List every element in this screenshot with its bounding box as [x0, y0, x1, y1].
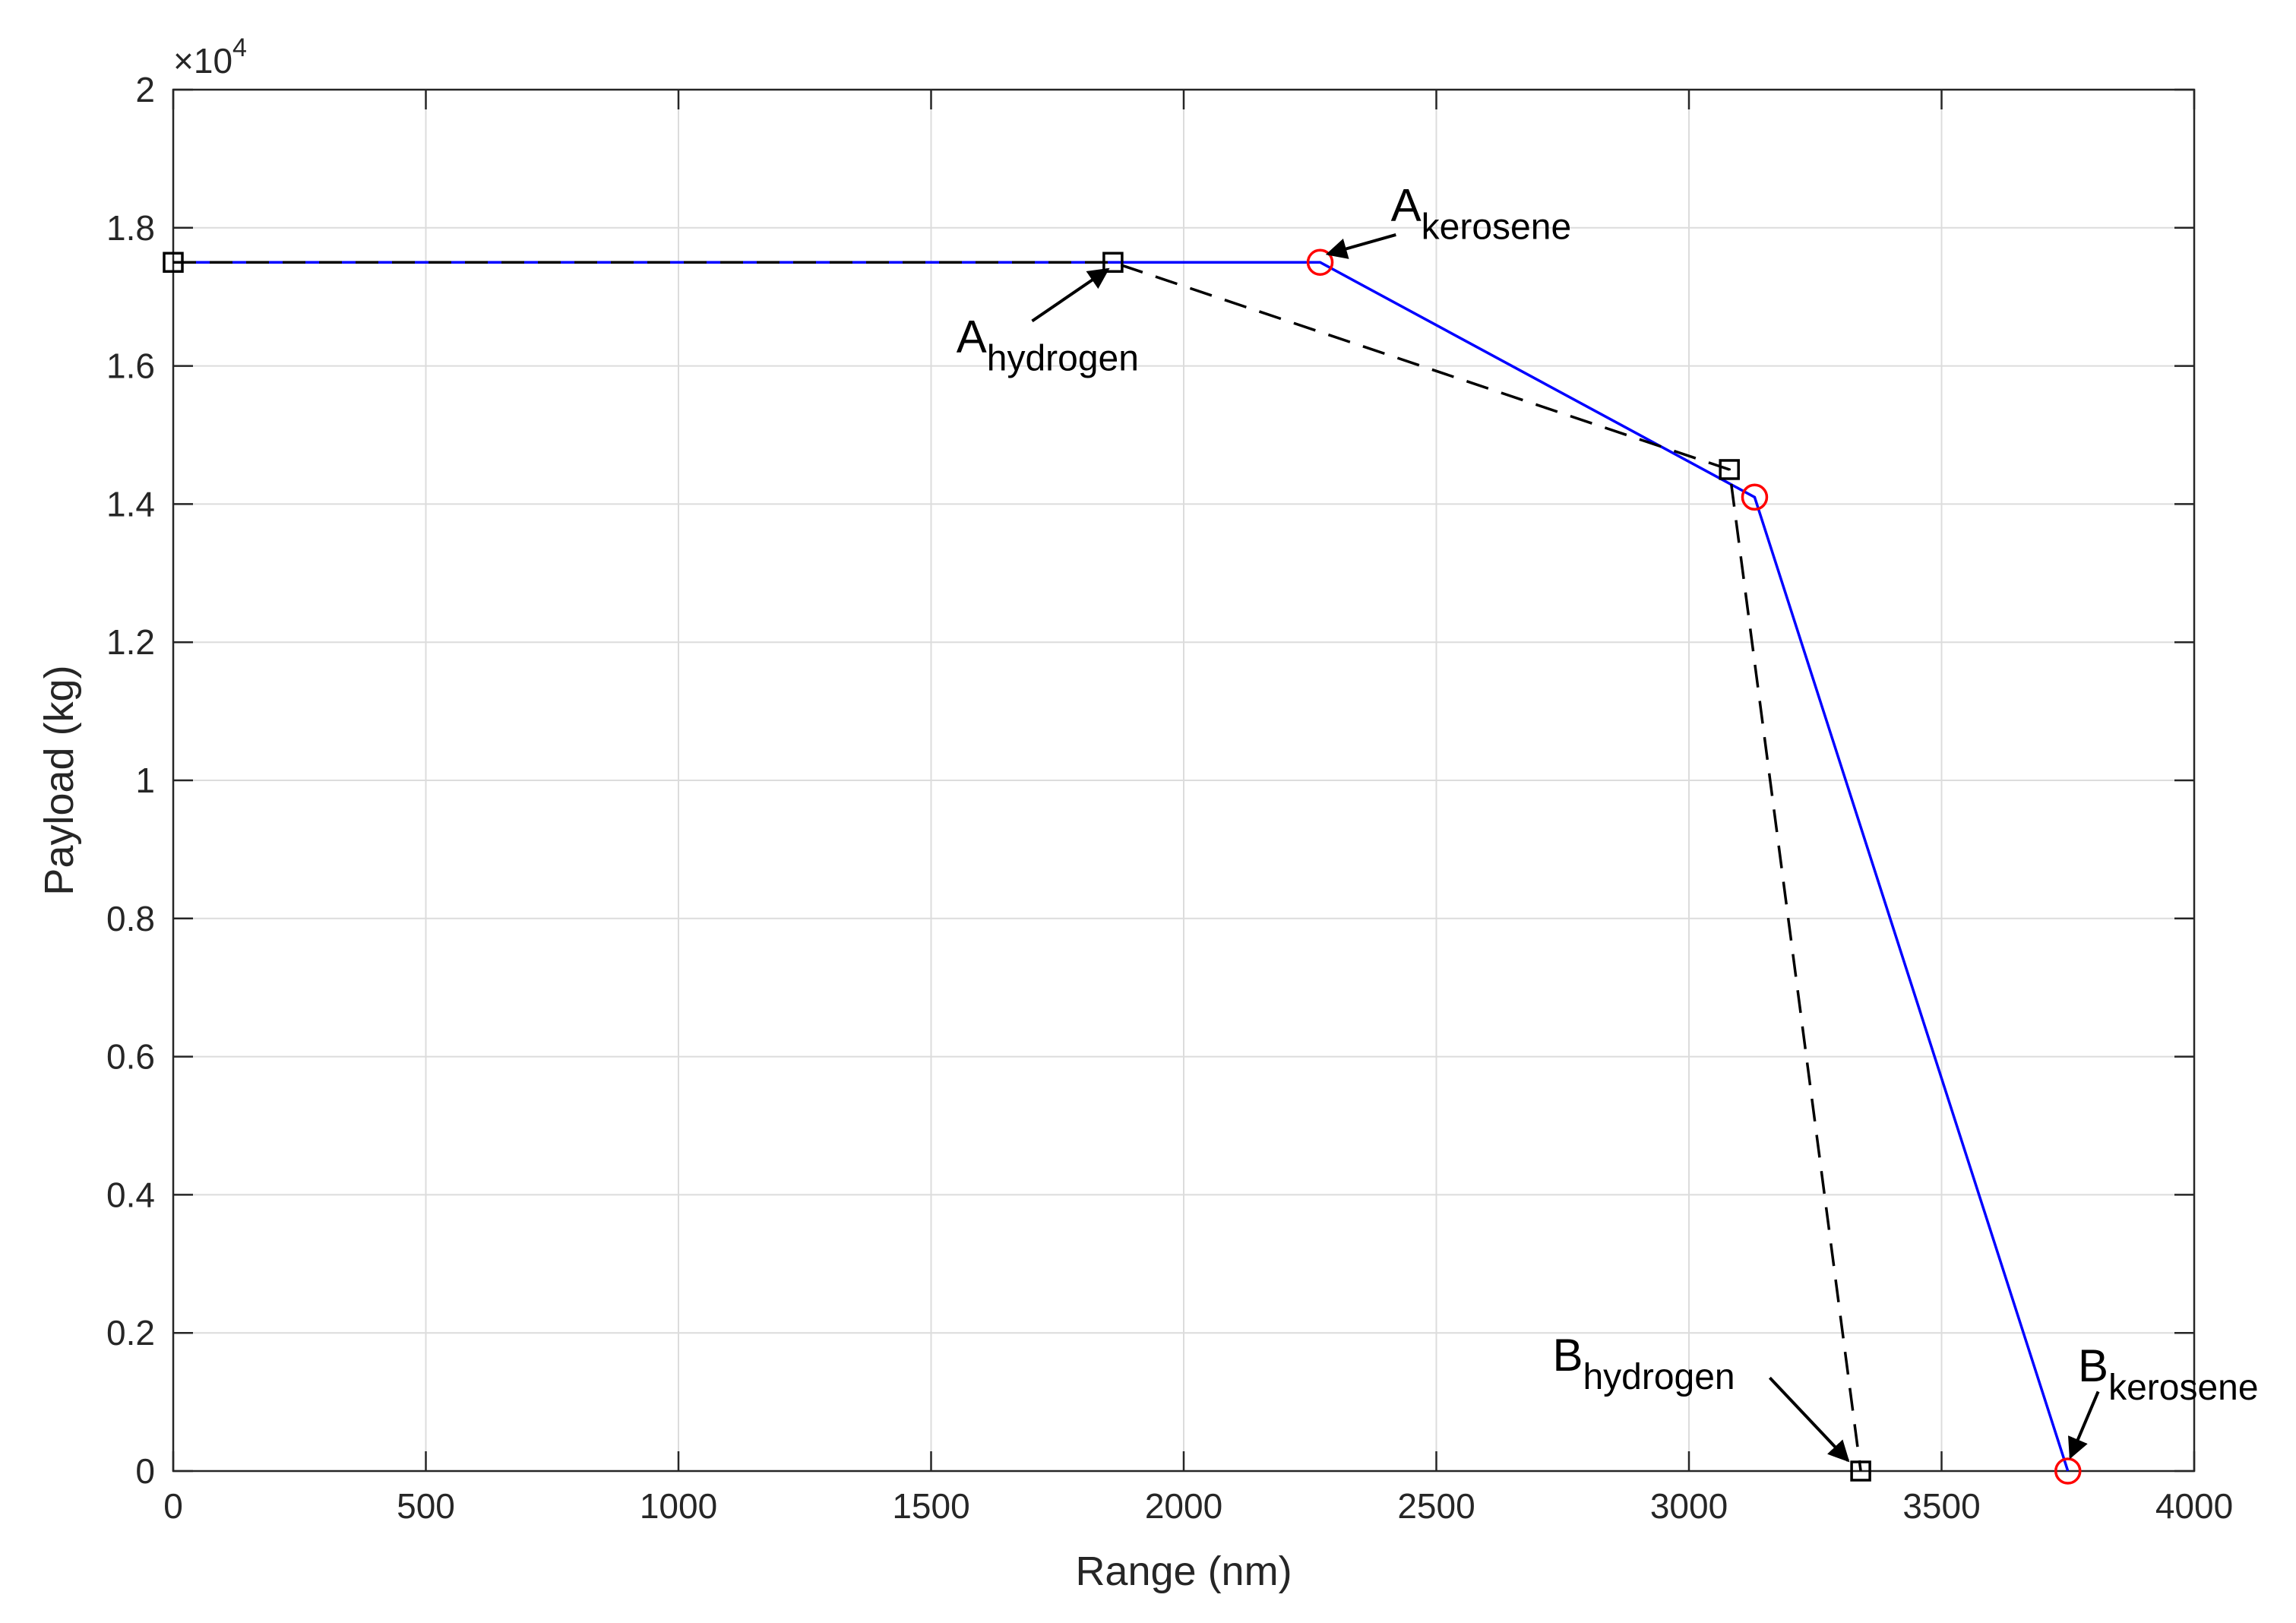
grid-layer	[173, 90, 2194, 1471]
annotation-arrow	[2068, 1390, 2100, 1460]
x-tick-label: 2500	[1397, 1486, 1475, 1526]
hydrogen-marker	[163, 252, 184, 273]
kerosene-marker	[1306, 248, 1334, 276]
annotation-subscript: kerosene	[2108, 1368, 2258, 1408]
annotation-arrow	[1768, 1376, 1850, 1463]
y-tick-label: 1.8	[106, 208, 155, 248]
x-tick-label: 1500	[892, 1486, 969, 1526]
y-tick-label: 0.2	[106, 1313, 155, 1352]
annotation-main: B	[1552, 1330, 1583, 1381]
x-axis-label: Range (nm)	[1075, 1549, 1292, 1594]
kerosene-series-line	[173, 261, 2070, 1472]
annotation-main: A	[1391, 180, 1422, 231]
y-tick-label: 0.8	[106, 899, 155, 938]
kerosene-marker	[2054, 1457, 2082, 1485]
annotation-label: Ahydrogen	[957, 311, 1139, 378]
annotation-subscript: hydrogen	[987, 338, 1139, 378]
y-axis-label: Payload (kg)	[36, 665, 82, 895]
x-tick-label: 3000	[1650, 1486, 1728, 1526]
annotation-main: B	[2078, 1340, 2108, 1391]
annotation-label: Bkerosene	[2078, 1340, 2259, 1408]
annotation-arrow	[1031, 267, 1110, 323]
hydrogen-marker	[1102, 252, 1124, 273]
y-axis-exponent: ×104	[173, 33, 247, 81]
y-tick-label: 2	[135, 70, 155, 109]
y-tick-label: 0.4	[106, 1175, 155, 1214]
y-tick-label: 0.6	[106, 1037, 155, 1077]
axis-layer: 0 500 1000 1500 2000 2500 3000 3500 4000 0 0.2 0.4 0…	[106, 70, 2233, 1526]
x-tick-label: 4000	[2155, 1486, 2233, 1526]
x-tick-label: 0	[163, 1486, 183, 1526]
hydrogen-marker	[1850, 1460, 1871, 1482]
series-layer	[163, 248, 2082, 1485]
x-tick-label: 500	[397, 1486, 455, 1526]
annotation-subscript: kerosene	[1422, 207, 1571, 248]
y-tick-label: 1.6	[106, 346, 155, 386]
hydrogen-series-line	[173, 261, 1862, 1472]
annotation-label: Bhydrogen	[1552, 1330, 1735, 1397]
annotation-subscript: hydrogen	[1583, 1357, 1735, 1397]
y-tick-label: 1.4	[106, 484, 155, 524]
y-axis-exponent-power: 4	[232, 33, 247, 62]
annotation-arrow	[1325, 233, 1396, 259]
y-axis-exponent-base: ×10	[173, 41, 232, 81]
annotation-main: A	[957, 311, 987, 362]
y-tick-label: 1	[135, 761, 155, 800]
x-tick-label: 2000	[1145, 1486, 1222, 1526]
y-tick-label: 1.2	[106, 622, 155, 662]
kerosene-marker	[1741, 483, 1769, 511]
annotation-label: Akerosene	[1391, 180, 1571, 248]
x-tick-label: 3500	[1902, 1486, 1980, 1526]
x-tick-label: 1000	[640, 1486, 717, 1526]
hydrogen-marker	[1719, 459, 1740, 480]
y-tick-label: 0	[135, 1451, 155, 1491]
